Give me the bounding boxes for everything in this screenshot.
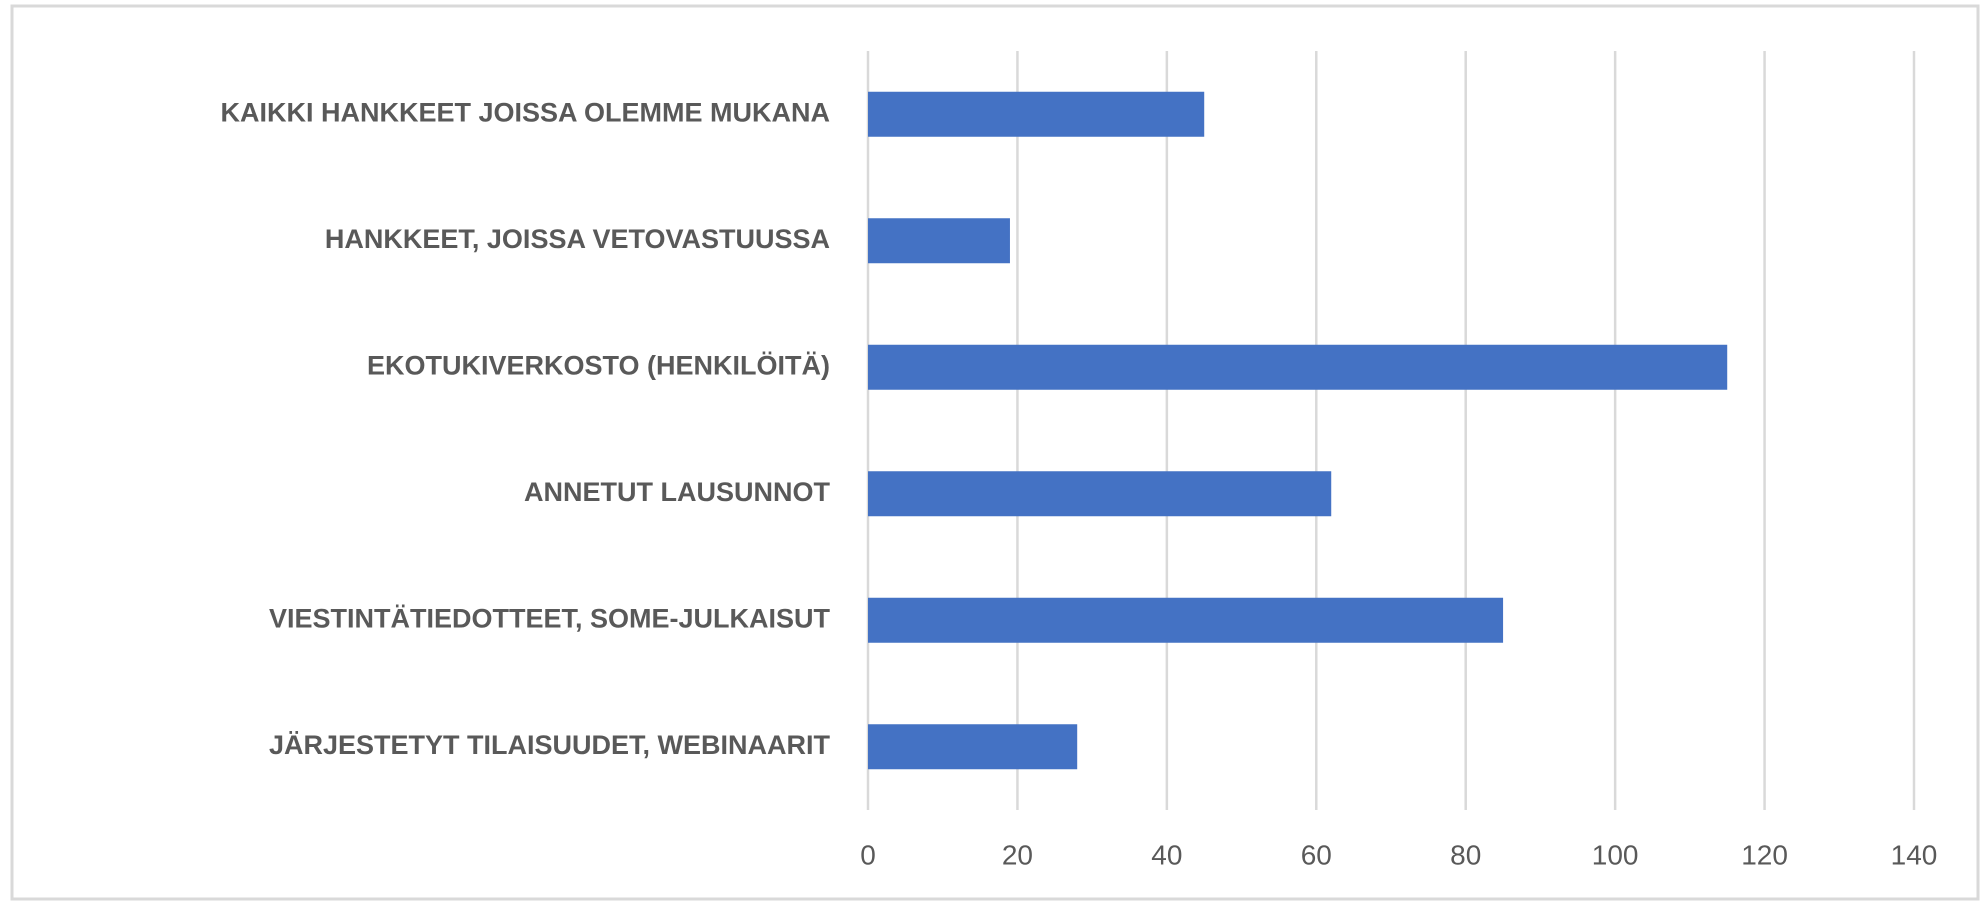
y-tick-label: EKOTUKIVERKOSTO (HENKILÖITÄ) [367, 350, 830, 380]
y-tick-label: JÄRJESTETYT TILAISUUDET, WEBINAARIT [269, 730, 831, 760]
bar [868, 344, 1728, 390]
bar [868, 471, 1332, 517]
y-tick-label: VIESTINTÄTIEDOTTEET, SOME-JULKAISUT [269, 603, 831, 633]
y-tick-label: ANNETUT LAUSUNNOT [524, 477, 830, 507]
x-tick-label: 20 [1002, 839, 1033, 870]
x-tick-label: 0 [860, 839, 876, 870]
y-tick-label: KAIKKI HANKKEET JOISSA OLEMME MUKANA [220, 97, 830, 127]
x-tick-label: 100 [1592, 839, 1639, 870]
x-tick-label: 40 [1151, 839, 1182, 870]
bar [868, 91, 1205, 137]
y-tick-label: HANKKEET, JOISSA VETOVASTUUSSA [325, 224, 830, 254]
x-tick-label: 120 [1741, 839, 1788, 870]
bar [868, 724, 1078, 770]
bar [868, 597, 1504, 643]
x-tick-label: 60 [1301, 839, 1332, 870]
x-tick-label: 80 [1450, 839, 1481, 870]
x-tick-label: 140 [1891, 839, 1938, 870]
bar [868, 218, 1010, 264]
